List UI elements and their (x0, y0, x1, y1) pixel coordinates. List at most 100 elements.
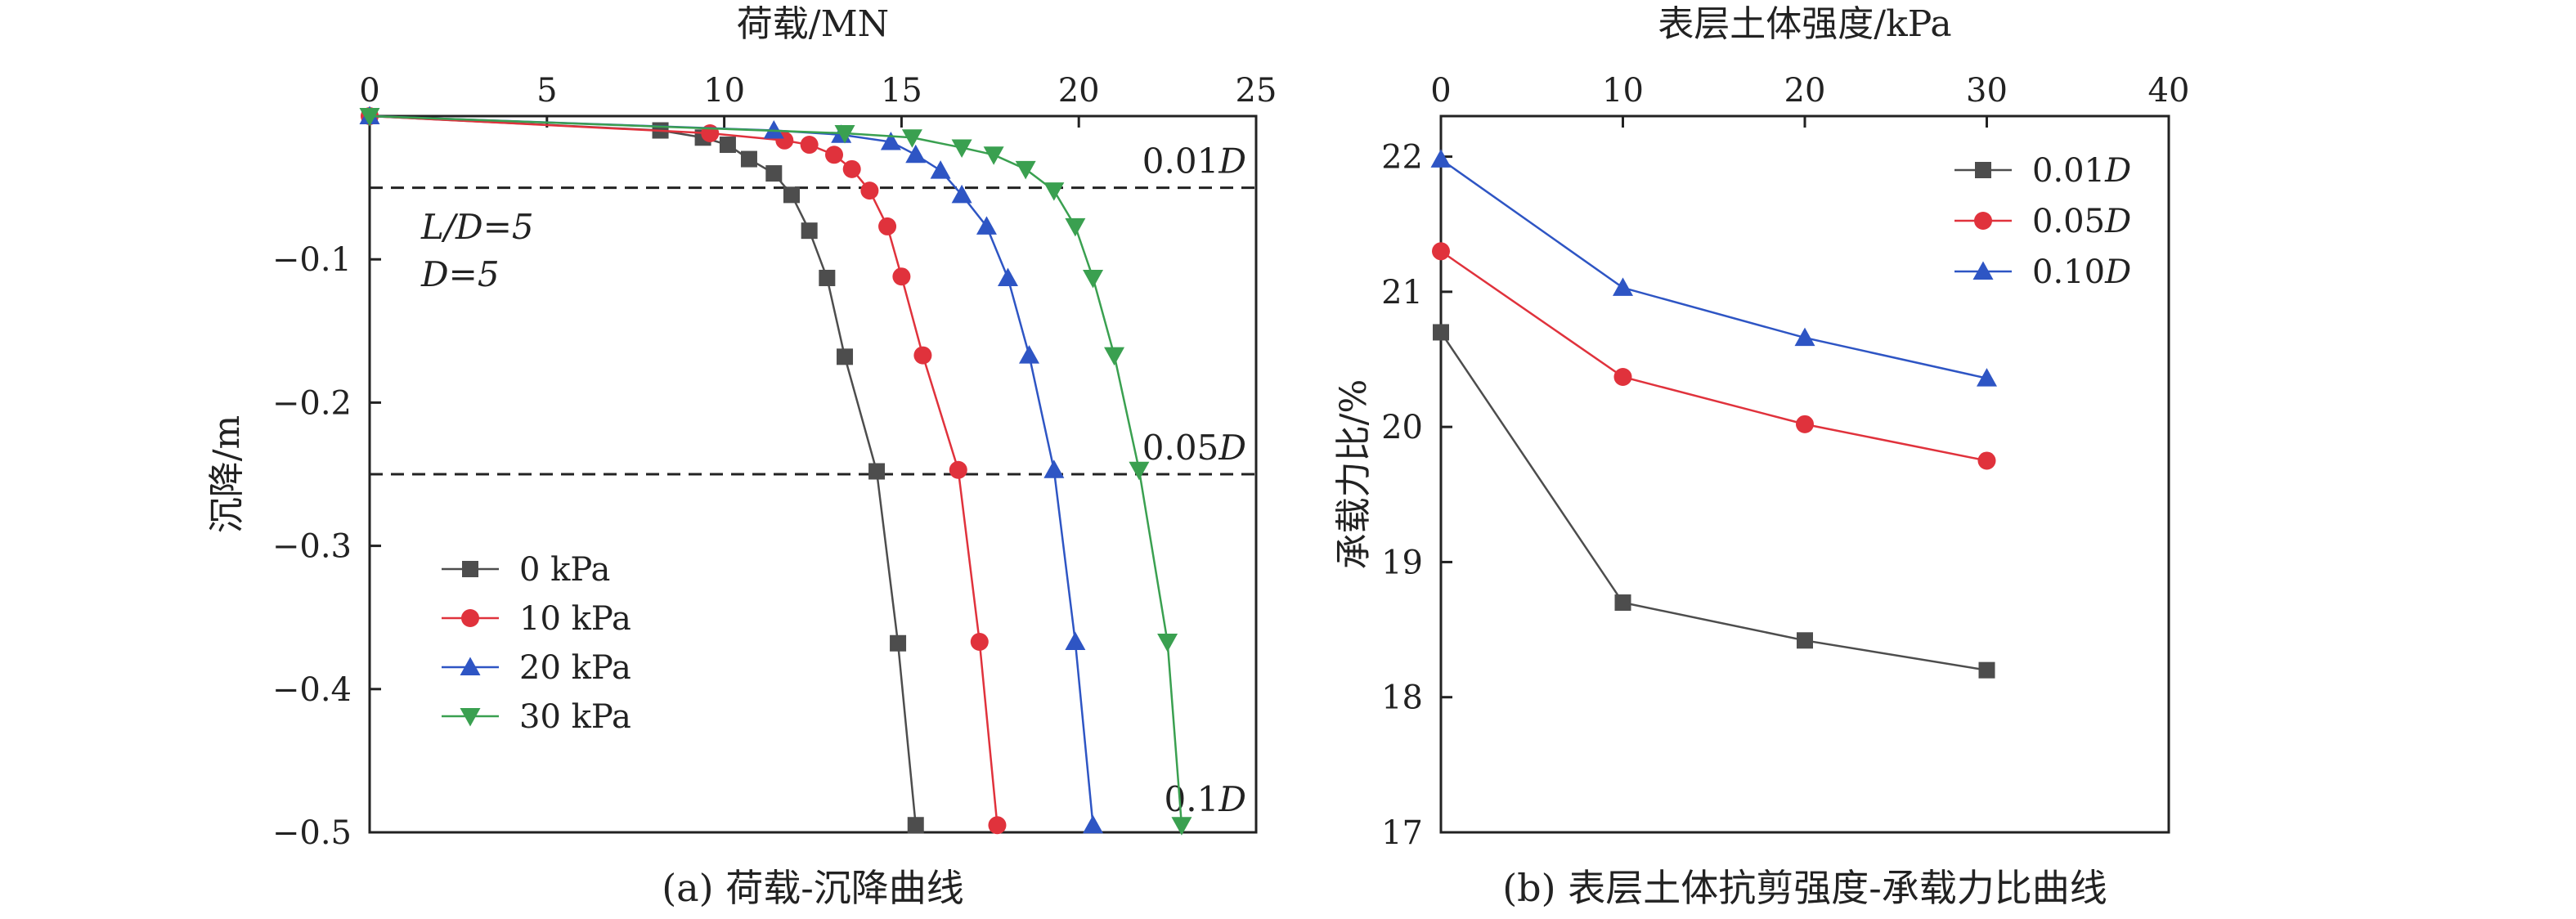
panel-a-series (359, 105, 1192, 836)
data-point (1083, 269, 1104, 289)
x-tick-label: 15 (881, 72, 922, 110)
data-point (800, 136, 819, 155)
y-tick-label: 17 (1381, 814, 1423, 852)
data-point (976, 216, 997, 235)
x-tick-label: 0 (1430, 72, 1451, 110)
data-point (907, 817, 924, 834)
data-point (783, 186, 800, 204)
legend-marker (461, 609, 479, 627)
data-point (913, 346, 932, 365)
data-point (1977, 368, 1997, 387)
data-point (819, 269, 836, 286)
data-point (1015, 160, 1036, 180)
legend-label: 0.10D (2032, 253, 2131, 291)
y-tick-label: 21 (1381, 274, 1423, 312)
data-point (1613, 367, 1632, 386)
panel-b-x-axis-label: 表层土体强度/kPa (1658, 3, 1951, 45)
panel-a-reference-lines: 0.01D 0.05D 0.1D (370, 141, 1256, 819)
panel-a-y-axis-label: 沉降/m (206, 415, 248, 534)
panel-b-y-axis-label: 承载力比/% (1333, 379, 1375, 570)
data-point (1794, 327, 1815, 347)
panel-a-annotation-d: D=5 (420, 254, 500, 294)
panel-b-legend: 0.01D 0.05D 0.10D (1954, 152, 2131, 291)
x-tick-label: 5 (536, 72, 557, 110)
data-point (1157, 633, 1178, 652)
reference-line-label: 0.1D (1165, 779, 1246, 819)
data-point (765, 165, 783, 182)
data-point (1129, 461, 1150, 481)
data-point (1614, 594, 1631, 612)
data-point (997, 267, 1018, 286)
y-tick-label: 22 (1381, 139, 1423, 177)
legend-marker (460, 708, 481, 727)
x-tick-label: 10 (1602, 72, 1644, 110)
panel-a-x-axis-label: 荷载/MN (737, 3, 889, 45)
series-line (1440, 158, 1987, 379)
legend-marker (462, 561, 478, 577)
data-point (1978, 661, 1995, 679)
data-point (1083, 814, 1104, 834)
data-point (834, 125, 855, 144)
series-line (1439, 331, 1987, 671)
y-tick-label: 20 (1381, 409, 1423, 446)
data-point (1977, 451, 1996, 470)
x-tick-label: 40 (2148, 72, 2190, 110)
data-point (1430, 149, 1452, 168)
data-point (1613, 277, 1633, 296)
panel-a: 荷载/MN 沉降/m (a) 荷载-沉降曲线 L/D=5 D=5 0 5 10 15 2… (206, 3, 1277, 910)
data-point (1433, 324, 1449, 341)
data-point (740, 150, 757, 168)
reference-line-label: 0.01D (1142, 141, 1246, 182)
data-point (951, 139, 972, 159)
y-tick-label: 19 (1381, 544, 1423, 581)
y-tick-label: 18 (1381, 679, 1423, 717)
y-tick-label: −0.1 (272, 241, 352, 279)
data-point (970, 632, 989, 651)
data-point (1065, 217, 1086, 237)
y-tick-label: −0.3 (272, 528, 352, 566)
legend-label: 10 kPa (519, 600, 631, 638)
legend-label: 20 kPa (519, 649, 631, 687)
panel-b-ticks: 0 10 20 30 40 17 18 19 20 21 22 (1381, 72, 2189, 852)
data-point (1043, 460, 1065, 478)
data-point (1796, 415, 1814, 433)
data-point (860, 182, 879, 200)
series-line (1440, 250, 1987, 462)
data-point (1065, 631, 1086, 650)
data-point (949, 460, 967, 479)
data-point (1018, 345, 1039, 364)
y-tick-label: −0.2 (272, 384, 352, 422)
panel-a-annotation-ld: L/D=5 (420, 207, 534, 247)
x-tick-label: 30 (1966, 72, 2008, 110)
x-tick-label: 10 (703, 72, 745, 110)
data-point (837, 348, 854, 365)
legend-marker (1972, 261, 1994, 280)
y-tick-label: −0.5 (272, 814, 352, 852)
data-point (1432, 242, 1450, 261)
panel-a-caption: (a) 荷载-沉降曲线 (662, 866, 963, 910)
x-tick-label: 0 (359, 72, 379, 110)
data-point (951, 184, 972, 204)
legend-label: 0.05D (2032, 203, 2131, 240)
data-point (719, 137, 736, 154)
data-point (1171, 817, 1192, 836)
data-point (880, 132, 901, 150)
legend-marker (1974, 212, 1992, 230)
x-tick-label: 20 (1058, 72, 1100, 110)
legend-label: 30 kPa (519, 698, 631, 736)
x-tick-label: 20 (1784, 72, 1826, 110)
y-tick-label: −0.4 (272, 671, 352, 709)
data-point (901, 129, 922, 148)
data-point (930, 160, 951, 179)
legend-marker (460, 657, 481, 675)
panel-b-caption: (b) 表层土体抗剪强度-承载力比曲线 (1502, 866, 2107, 910)
data-point (1797, 632, 1813, 649)
data-point (868, 463, 886, 480)
panel-b: 表层土体强度/kPa 承载力比/% (b) 表层土体抗剪强度-承载力比曲线 0 1… (1333, 3, 2189, 910)
data-point (801, 222, 818, 240)
x-tick-label: 25 (1236, 72, 1277, 110)
panel-a-ticks: 0 5 10 15 20 25 −0.1 −0.2 −0.3 −0.4 −0.5 (272, 72, 1277, 852)
legend-label: 0.01D (2032, 152, 2131, 190)
data-point (825, 146, 844, 164)
